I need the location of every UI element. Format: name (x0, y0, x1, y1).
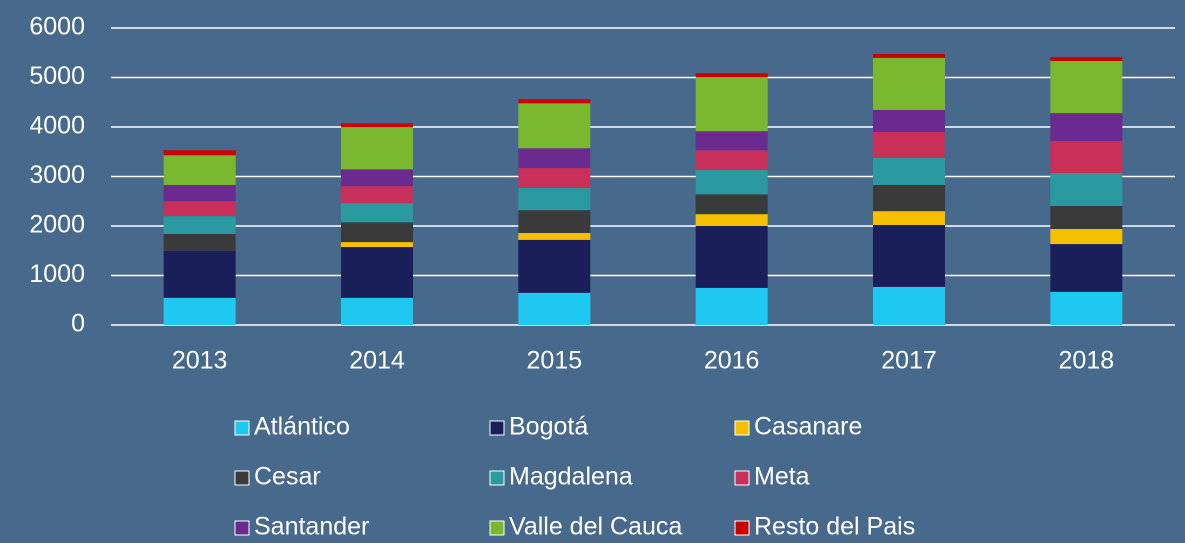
bar-segment (1050, 56, 1123, 61)
bar-segment (341, 123, 413, 128)
legend-marker (489, 470, 505, 486)
legend-label: Santander (254, 513, 369, 541)
x-tick-label: 2014 (349, 347, 405, 375)
bar-segment (163, 184, 236, 202)
legend-marker (234, 420, 250, 436)
bar-segment (163, 233, 236, 251)
bar-segment (341, 297, 413, 325)
bar-segment (341, 242, 413, 248)
bar-segment (163, 297, 236, 325)
bar-segment (518, 148, 591, 169)
bar-segment (873, 211, 945, 226)
bar-segment (163, 150, 236, 156)
bar-segment (695, 194, 768, 215)
y-tick-label: 6000 (29, 13, 85, 41)
bar-segment (1050, 173, 1123, 206)
bar-segment (518, 99, 591, 104)
bar-segment (341, 127, 413, 170)
legend-marker (734, 420, 750, 436)
bar-segment (873, 57, 945, 110)
y-tick-label: 1000 (29, 260, 85, 288)
x-tick-label: 2015 (527, 347, 583, 375)
bar-segment (341, 222, 413, 243)
bar-segment (1050, 60, 1123, 114)
bar-segment (873, 225, 945, 287)
bar-segment (518, 232, 591, 240)
bar-segment (695, 214, 768, 226)
y-tick-label: 0 (71, 310, 85, 338)
y-tick-label: 4000 (29, 112, 85, 140)
bar-segment (695, 170, 768, 195)
bar-segment (1050, 141, 1123, 174)
legend-marker (489, 520, 505, 536)
bar-segment (163, 250, 236, 298)
bar-segment (1050, 244, 1123, 292)
bar-segment (873, 157, 945, 185)
legend-label: Resto del Pais (754, 513, 915, 541)
bar-segment (163, 201, 236, 217)
legend-label: Meta (754, 463, 810, 491)
y-tick-label: 3000 (29, 161, 85, 189)
x-tick-label: 2018 (1059, 347, 1115, 375)
bar-segment (518, 168, 591, 188)
bar-segment (1050, 291, 1123, 325)
x-tick-label: 2017 (881, 347, 937, 375)
legend-marker (234, 470, 250, 486)
legend-marker (234, 520, 250, 536)
x-tick-label: 2016 (704, 347, 760, 375)
bar-segment (518, 210, 591, 233)
y-tick-label: 5000 (29, 62, 85, 90)
bar-segment (341, 203, 413, 223)
legend-label: Valle del Cauca (509, 513, 682, 541)
legend-label: Atlántico (254, 413, 350, 441)
legend-label: Cesar (254, 463, 321, 491)
bar-segment (873, 109, 945, 132)
legend-label: Bogotá (509, 413, 588, 441)
y-tick-label: 2000 (29, 211, 85, 239)
bar-segment (695, 226, 768, 288)
bar-segment (518, 103, 591, 149)
bar-segment (1050, 228, 1123, 245)
legend-label: Magdalena (509, 463, 633, 491)
bar-segment (1050, 113, 1123, 142)
bar-segment (518, 187, 591, 211)
bar-segment (163, 216, 236, 234)
bar-segment (873, 131, 945, 158)
bar-segment (341, 169, 413, 187)
bar-segment (695, 73, 768, 78)
x-tick-label: 2013 (172, 347, 228, 375)
bar-segment (1050, 205, 1123, 229)
bar-segment (341, 186, 413, 204)
legend-marker (734, 520, 750, 536)
bar-segment (341, 247, 413, 298)
bar-segment (695, 150, 768, 171)
bar-segment (695, 131, 768, 151)
bar-segment (518, 292, 591, 325)
bar-segment (695, 77, 768, 132)
legend-label: Casanare (754, 413, 862, 441)
legend-marker (734, 470, 750, 486)
bar-segment (873, 53, 945, 58)
bar-segment (873, 184, 945, 212)
bar-segment (695, 287, 768, 325)
legend-marker (489, 420, 505, 436)
bar-segment (873, 286, 945, 325)
bar-segment (518, 239, 591, 293)
bar-segment (163, 155, 236, 185)
